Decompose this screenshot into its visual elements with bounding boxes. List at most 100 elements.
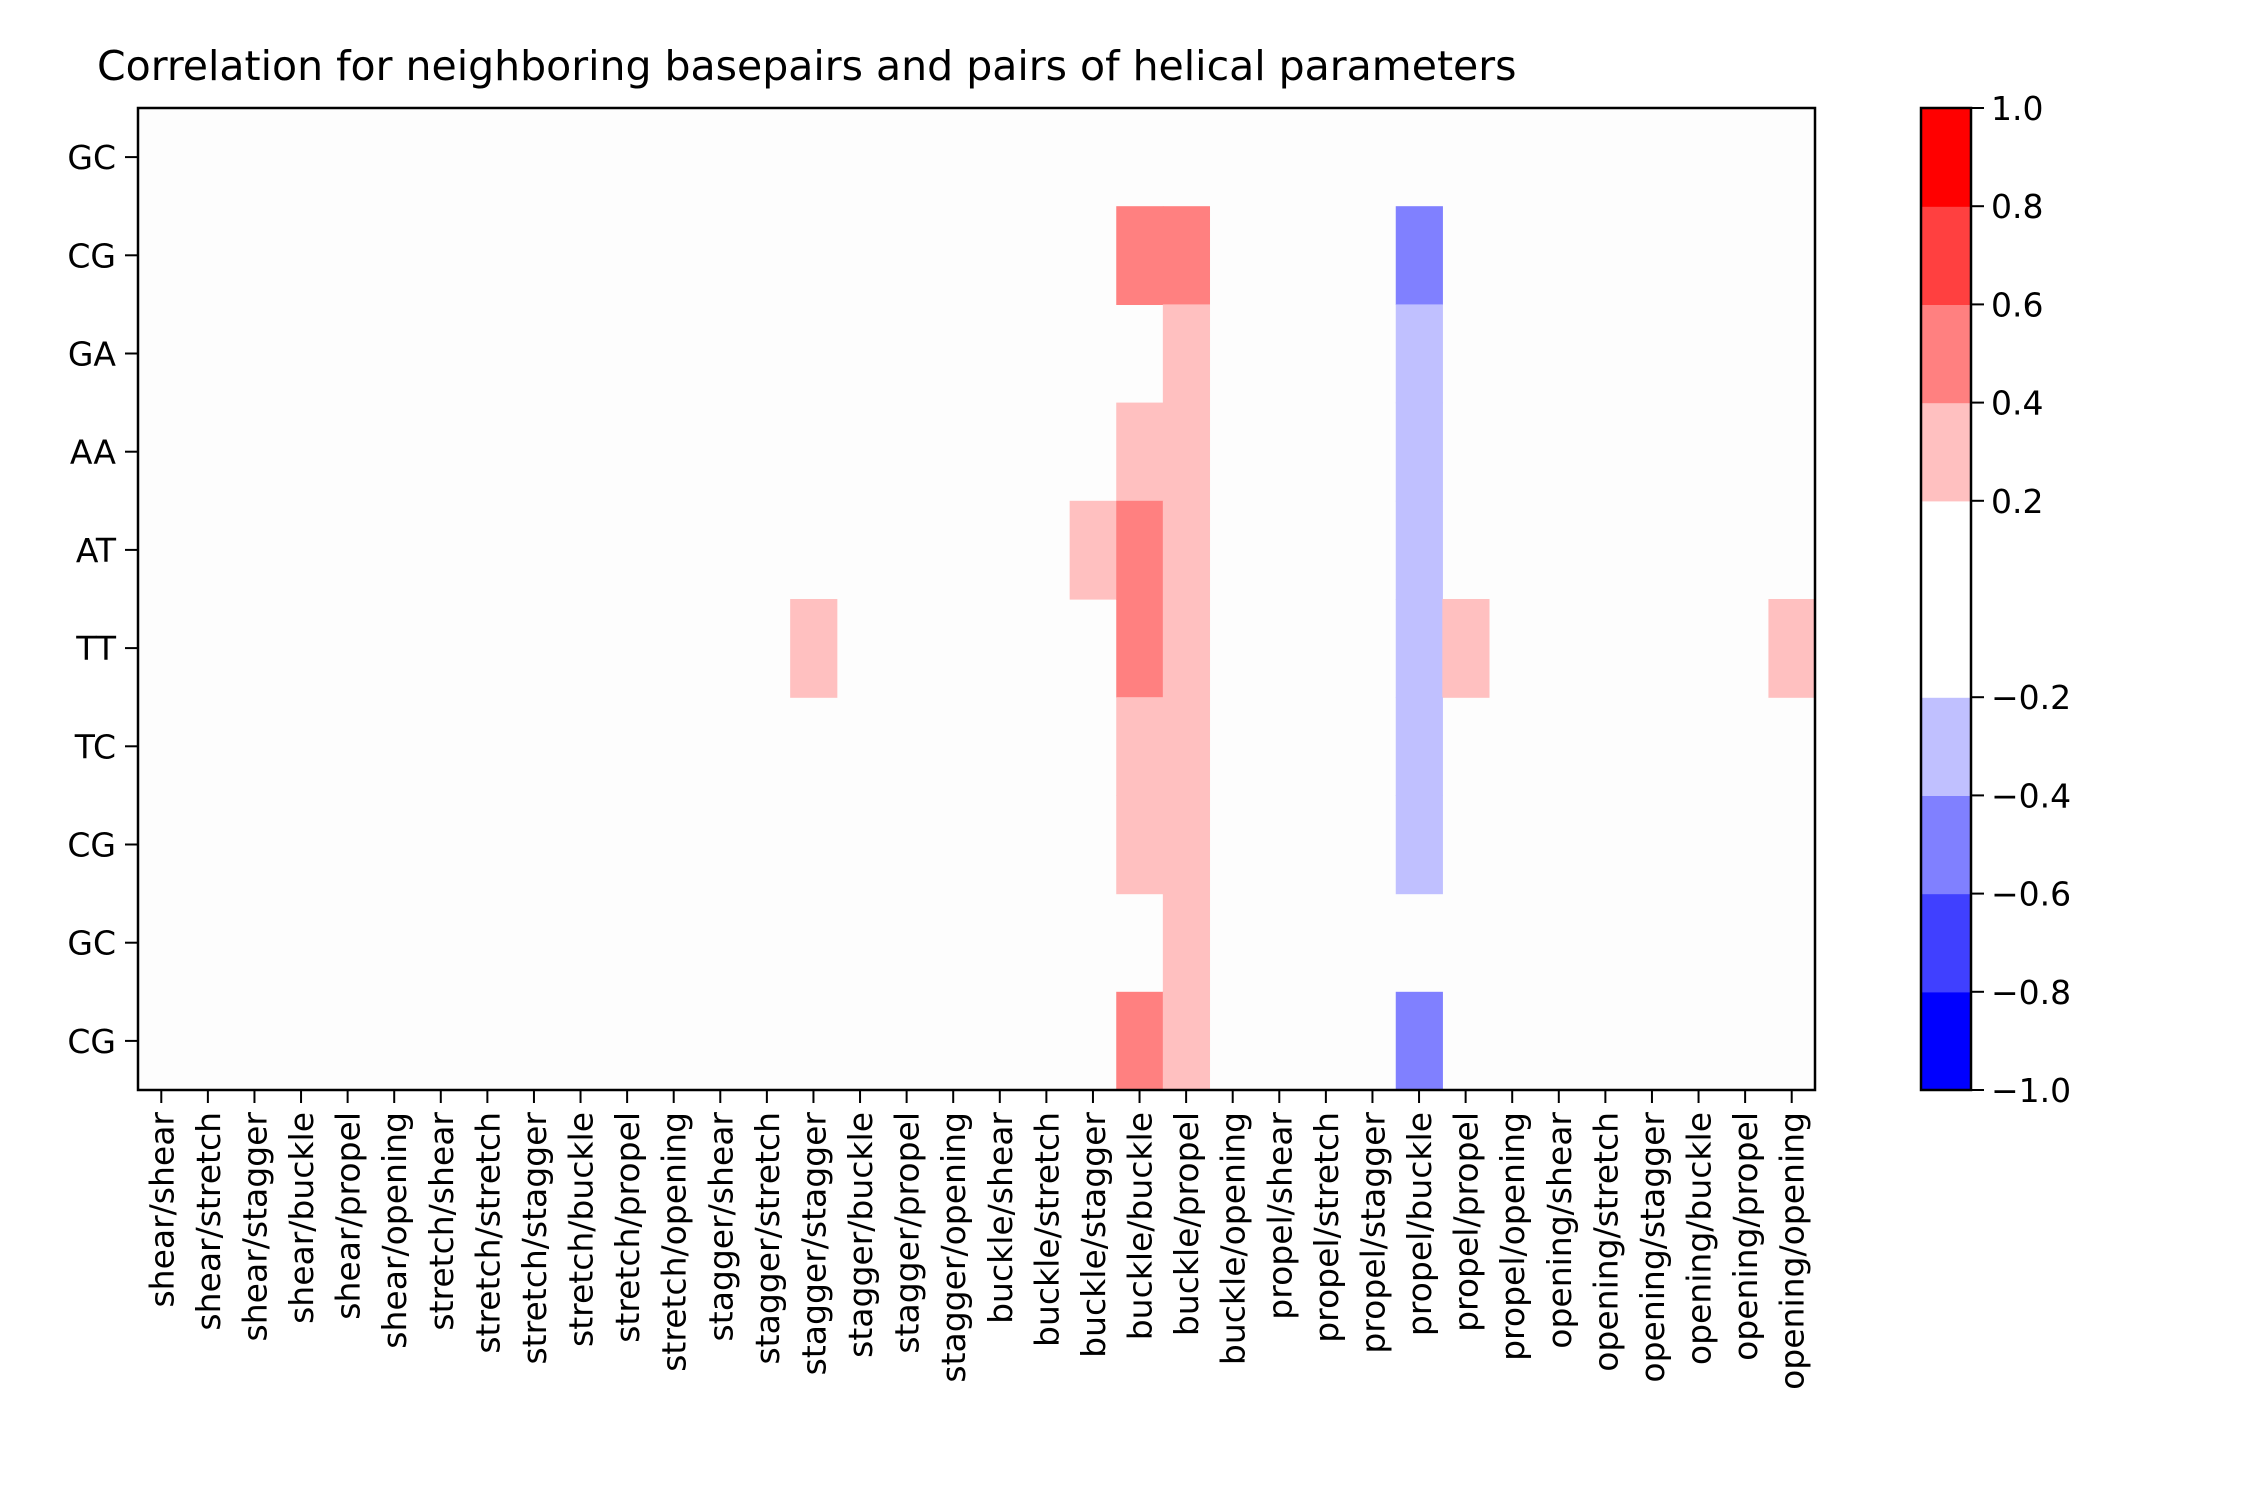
x-tick-label: shear/stagger: [235, 1112, 274, 1342]
colorbar-tick-label: 0.8: [1991, 187, 2043, 226]
colorbar-segment: [1921, 991, 1971, 1091]
x-tick-label: opening/stretch: [1586, 1112, 1625, 1372]
y-tick-label: CG: [67, 1022, 116, 1061]
heatmap-cell: [1116, 599, 1164, 698]
colorbar-tick-label: 1.0: [1991, 89, 2043, 128]
y-tick-label: GA: [68, 335, 117, 374]
colorbar-segment: [1921, 108, 1971, 207]
y-tick-label: GC: [67, 138, 116, 177]
plot-area: [136, 106, 1817, 1092]
y-tick-label: AA: [70, 433, 116, 472]
chart-title: Correlation for neighboring basepairs an…: [97, 42, 1516, 90]
heatmap-cell: [790, 599, 838, 698]
y-tick-label: AT: [76, 531, 117, 570]
x-tick-label: stretch/stretch: [468, 1112, 507, 1354]
x-tick-label: shear/opening: [375, 1112, 414, 1349]
colorbar-segment: [1921, 795, 1971, 895]
colorbar-tick-label: −1.0: [1991, 1071, 2071, 1110]
x-tick-label: shear/stretch: [189, 1112, 228, 1331]
colorbar-tick-label: −0.8: [1991, 973, 2071, 1012]
x-tick-label: shear/shear: [142, 1112, 181, 1308]
y-tick-label: CG: [67, 826, 116, 865]
heatmap-cell: [1116, 795, 1164, 895]
x-tick-label: stagger/propel: [888, 1112, 927, 1354]
x-tick-label: opening/stagger: [1633, 1112, 1672, 1383]
heatmap-cell: [1395, 991, 1443, 1091]
x-tick-label: stretch/stagger: [515, 1112, 554, 1365]
y-tick-label: TT: [75, 629, 117, 668]
heatmap-cell: [1162, 500, 1211, 600]
y-tick-label: GC: [67, 924, 116, 963]
x-tick-label: buckle/propel: [1167, 1112, 1206, 1336]
plot-frame: [136, 106, 1817, 1092]
colorbar-tick-label: 0.4: [1991, 384, 2043, 423]
colorbar-tick-label: −0.2: [1991, 678, 2071, 717]
x-tick-label: shear/buckle: [282, 1112, 321, 1324]
heatmap-cell: [1395, 304, 1443, 404]
x-tick-label: stretch/opening: [655, 1112, 694, 1372]
heatmap-cell: [1395, 206, 1443, 305]
x-tick-label: propel/shear: [1260, 1112, 1299, 1320]
colorbar-segment: [1921, 304, 1971, 404]
heatmap-cell: [1395, 795, 1443, 895]
x-tick-label: propel/stagger: [1353, 1112, 1392, 1354]
heatmap-cell: [1162, 599, 1211, 698]
heatmap-cell: [1069, 500, 1117, 600]
heatmap-cell: [1116, 991, 1164, 1091]
x-tick-label: stretch/propel: [608, 1112, 647, 1343]
colorbar-tick-label: 0.2: [1991, 482, 2043, 521]
x-tick-label: opening/propel: [1726, 1112, 1765, 1361]
y-axis: GC CG GA AA AT TT TC CG GC CG: [67, 138, 138, 1061]
heatmap-cell: [1162, 304, 1211, 404]
heatmap-cell: [1162, 893, 1211, 993]
x-tick-label: stagger/buckle: [841, 1112, 880, 1358]
x-tick-label: opening/shear: [1540, 1112, 1579, 1349]
x-tick-label: stagger/stagger: [794, 1112, 833, 1376]
x-tick-label: shear/propel: [329, 1112, 368, 1320]
heatmap-cell: [1162, 402, 1211, 502]
x-tick-label: stretch/shear: [422, 1112, 461, 1331]
heatmap-cell: [1395, 500, 1443, 600]
x-axis: shear/shear shear/stretch shear/stagger she…: [142, 1090, 1812, 1390]
y-tick-label: CG: [67, 236, 116, 275]
heatmap-cell: [1116, 500, 1164, 600]
x-tick-label: propel/stretch: [1307, 1112, 1346, 1343]
heatmap-cell: [1395, 697, 1443, 796]
x-tick-label: stretch/buckle: [562, 1112, 601, 1347]
colorbar-segment: [1921, 402, 1971, 502]
heatmap-cell: [1395, 599, 1443, 698]
heatmap-cell: [1116, 206, 1164, 305]
colorbar: 1.0 0.8 0.6 0.4 0.2 −0.2 −0.4 −0.6 −0.8 −1.0: [1919, 89, 2071, 1110]
x-tick-label: buckle/stretch: [1027, 1112, 1066, 1347]
colorbar-tick-label: −0.4: [1991, 776, 2071, 815]
y-tick-label: TC: [74, 727, 116, 766]
heatmap-cell: [1162, 795, 1211, 895]
x-tick-label: propel/propel: [1447, 1112, 1486, 1332]
x-tick-label: buckle/opening: [1214, 1112, 1253, 1365]
colorbar-tick-label: 0.6: [1991, 285, 2043, 324]
x-tick-label: stagger/shear: [701, 1112, 740, 1342]
heatmap-cell: [1116, 402, 1164, 502]
colorbar-segment: [1921, 500, 1971, 698]
x-tick-label: buckle/shear: [981, 1112, 1020, 1324]
heatmap-cell: [1768, 599, 1816, 698]
x-tick-label: stagger/stretch: [748, 1112, 787, 1365]
colorbar-frame: [1919, 106, 1973, 1092]
heatmap-background: [138, 108, 1815, 1090]
heatmap-cell: [1162, 697, 1211, 796]
heatmap-cell: [1395, 402, 1443, 502]
colorbar-tick-label: −0.6: [1991, 875, 2071, 914]
heatmap-cell: [1162, 206, 1211, 305]
colorbar-segment: [1921, 893, 1971, 993]
x-tick-label: buckle/stagger: [1074, 1112, 1113, 1358]
x-tick-label: buckle/buckle: [1121, 1112, 1160, 1340]
heatmap-cell: [1116, 697, 1164, 796]
colorbar-segment: [1921, 697, 1971, 796]
x-tick-label: stagger/opening: [934, 1112, 973, 1383]
x-tick-label: opening/opening: [1773, 1112, 1812, 1390]
heatmap-cell: [1442, 599, 1490, 698]
x-tick-label: propel/buckle: [1400, 1112, 1439, 1336]
x-tick-label: propel/opening: [1493, 1112, 1532, 1361]
x-tick-label: opening/buckle: [1680, 1112, 1719, 1365]
